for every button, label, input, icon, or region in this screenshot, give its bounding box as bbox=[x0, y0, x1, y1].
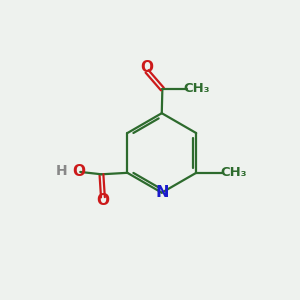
Text: O: O bbox=[73, 164, 85, 179]
Text: O: O bbox=[140, 60, 153, 75]
Text: N: N bbox=[155, 185, 169, 200]
Text: CH₃: CH₃ bbox=[220, 166, 247, 179]
Text: CH₃: CH₃ bbox=[184, 82, 210, 95]
Text: H: H bbox=[56, 164, 68, 178]
Text: O: O bbox=[96, 193, 110, 208]
